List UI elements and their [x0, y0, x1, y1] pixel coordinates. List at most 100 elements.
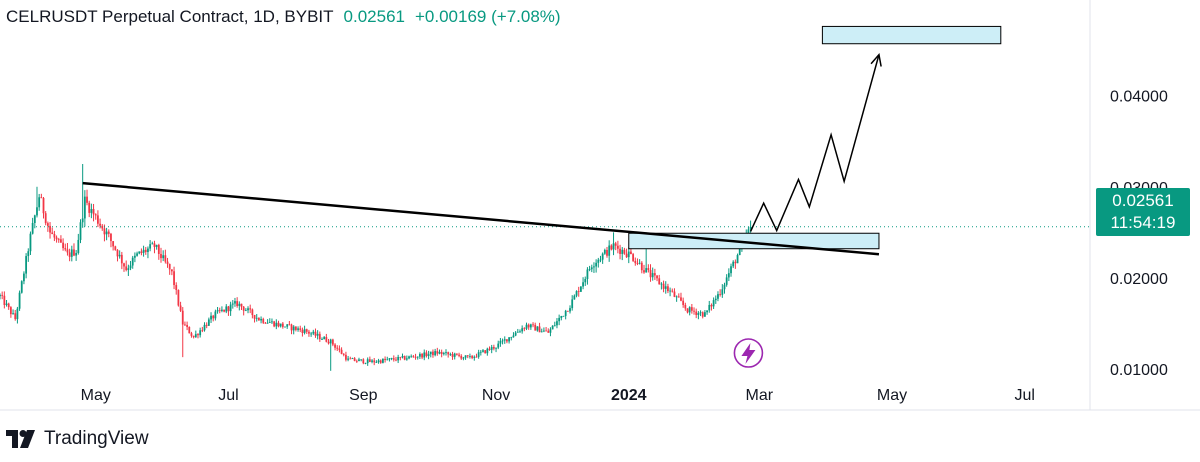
candle-up [38, 197, 41, 208]
candle-up [323, 337, 326, 340]
candle-down [301, 329, 304, 333]
candle-up [512, 335, 515, 338]
x-tick-label: Jul [218, 387, 238, 404]
candle-up [162, 255, 165, 259]
candle-down [395, 359, 397, 361]
candle-up [529, 324, 532, 328]
candle-up [749, 226, 752, 230]
candle-up [525, 324, 528, 329]
candle-down [662, 283, 665, 289]
candle-down [653, 273, 656, 276]
candle-down [49, 225, 51, 233]
symbol-title[interactable]: CELRUSDT Perpetual Contract, 1D, BYBIT [6, 7, 334, 26]
candle-down [314, 331, 317, 336]
candle-up [401, 356, 404, 358]
candle-down [647, 268, 650, 271]
candle-down [173, 271, 175, 286]
candle-down [686, 308, 689, 313]
candle-down [242, 306, 245, 311]
candle-up [486, 348, 489, 354]
candle-up [536, 326, 539, 331]
candle-down [640, 262, 643, 271]
candle-down [64, 248, 67, 250]
event-marker[interactable] [733, 338, 764, 368]
candle-down [212, 315, 215, 319]
candle-up [599, 259, 602, 261]
candle-down [547, 330, 550, 333]
candle-down [412, 356, 415, 358]
projection-path[interactable] [749, 54, 880, 233]
candle-up [560, 316, 563, 318]
candle-up [704, 312, 706, 317]
candle-down [619, 248, 621, 254]
candle-down [53, 234, 56, 238]
candle-up [603, 249, 606, 254]
candle-up [329, 339, 332, 344]
candle-down [566, 310, 569, 312]
candle-up [508, 337, 511, 342]
candle-down [60, 239, 62, 243]
candle-down [166, 261, 169, 265]
candle-up [503, 339, 506, 341]
candle-down [299, 328, 302, 330]
candle-down [123, 263, 125, 267]
candle-down [414, 356, 417, 358]
candle-up [382, 358, 384, 363]
candle-up [0, 294, 1, 297]
candle-down [523, 328, 526, 330]
candle-up [608, 245, 611, 256]
target-box[interactable] [821, 25, 1002, 45]
candle-down [349, 358, 352, 360]
candle-down [488, 348, 491, 350]
x-tick-label: May [81, 387, 111, 404]
candle-down [362, 359, 365, 364]
candle-down [421, 353, 423, 358]
candle-up [688, 307, 691, 313]
candle-up [621, 249, 624, 254]
candle-up [214, 311, 217, 319]
candle-down [175, 285, 178, 290]
candle-down [144, 249, 147, 253]
candle-down [680, 297, 682, 301]
candle-down [262, 318, 265, 323]
candle-up [408, 356, 410, 359]
price-change: +0.00169 (+7.08%) [415, 7, 561, 26]
tradingview-logo-icon [6, 430, 35, 448]
candle-down [112, 241, 115, 247]
candle-up [255, 317, 258, 319]
tradingview-watermark[interactable]: TradingView [6, 428, 149, 450]
candle-up [351, 358, 354, 360]
candle-up [499, 341, 502, 344]
candle-down [86, 196, 88, 203]
candle-up [231, 303, 234, 305]
candle-down [534, 324, 537, 331]
candle-down [290, 324, 293, 331]
candle-down [340, 349, 343, 354]
candle-up [519, 331, 521, 333]
candle-down [632, 254, 635, 261]
candle-up [543, 330, 545, 332]
candle-up [210, 315, 212, 320]
candle-down [44, 213, 47, 224]
lightning-icon [741, 343, 756, 364]
candle-up [25, 256, 28, 274]
candle-up [708, 304, 711, 311]
candle-up [551, 325, 554, 330]
candle-up [390, 358, 393, 360]
candle-down [649, 270, 652, 278]
brand-name: TradingView [44, 428, 149, 449]
candle-up [732, 261, 735, 267]
candle-up [573, 295, 576, 300]
candle-down [201, 330, 204, 332]
candle-down [355, 360, 358, 362]
candle-up [627, 251, 630, 258]
candle-up [434, 351, 437, 356]
candle-down [227, 306, 230, 312]
candle-down [125, 266, 128, 271]
candle-down [264, 322, 267, 324]
candle-down [460, 355, 463, 359]
descending-trendline[interactable] [82, 181, 880, 256]
candle-down [338, 348, 341, 350]
